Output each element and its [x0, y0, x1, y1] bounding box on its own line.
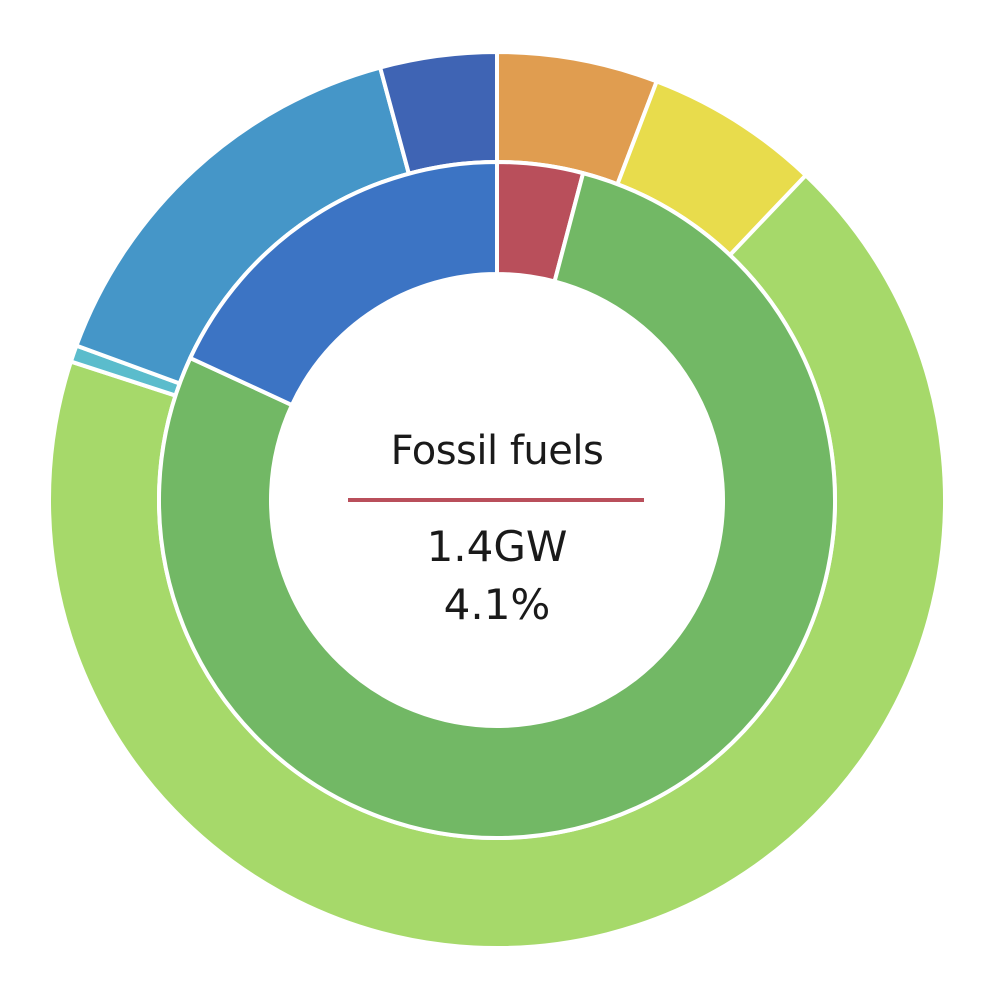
inner-ring-slice-3[interactable]	[188, 160, 499, 408]
center-divider	[348, 498, 644, 502]
inner-ring-slice-2[interactable]	[157, 171, 837, 840]
center-percent-label: 4.1%	[443, 580, 551, 629]
center-value-label: 1.4GW	[426, 522, 568, 571]
inner-ring	[157, 160, 837, 840]
center-category-label: Fossil fuels	[390, 428, 604, 474]
